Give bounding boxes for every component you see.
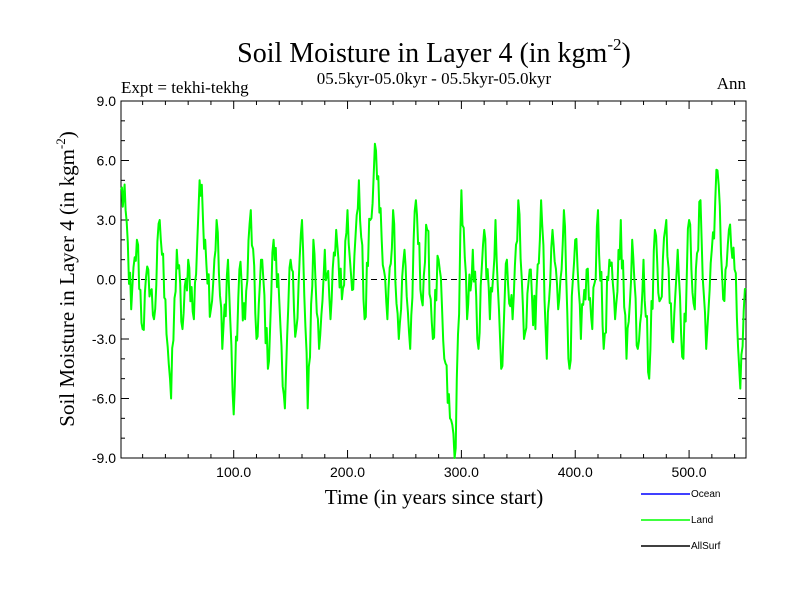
y-axis: -9.0 -6.0 -3.0 0.0 3.0 6.0 9.0: [92, 93, 746, 466]
y-tick-label: -3.0: [92, 331, 116, 347]
x-axis: 100.0 200.0 300.0 400.0 500.0: [142, 101, 736, 480]
y-tick-label: -9.0: [92, 450, 116, 466]
y-tick-label: 3.0: [97, 212, 117, 228]
experiment-label: Expt = tekhi-tekhg: [121, 78, 249, 97]
series-group: [120, 142, 747, 459]
y-tick-label: -6.0: [92, 391, 116, 407]
y-tick-label: 9.0: [97, 93, 117, 109]
legend-label-allsurf: AllSurf: [691, 541, 721, 552]
x-tick-label: 200.0: [330, 464, 365, 480]
x-tick-label: 400.0: [558, 464, 593, 480]
legend: Ocean Land AllSurf: [641, 489, 721, 552]
legend-label-land: Land: [691, 515, 713, 526]
x-tick-label: 500.0: [672, 464, 707, 480]
chart-title: Soil Moisture in Layer 4 (in kgm-2): [237, 35, 631, 69]
chart-subtitle: 05.5kyr-05.0kyr - 05.5kyr-05.0kyr: [317, 69, 552, 88]
y-tick-label: 0.0: [97, 272, 117, 288]
y-tick-label: 6.0: [97, 153, 117, 169]
y-axis-label: Soil Moisture in Layer 4 (in kgm-2): [53, 131, 79, 426]
season-label: Ann: [717, 74, 747, 93]
x-axis-label: Time (in years since start): [325, 485, 544, 509]
legend-label-ocean: Ocean: [691, 489, 720, 500]
x-tick-label: 300.0: [444, 464, 479, 480]
x-tick-label: 100.0: [216, 464, 251, 480]
series-line-land: [120, 142, 747, 459]
